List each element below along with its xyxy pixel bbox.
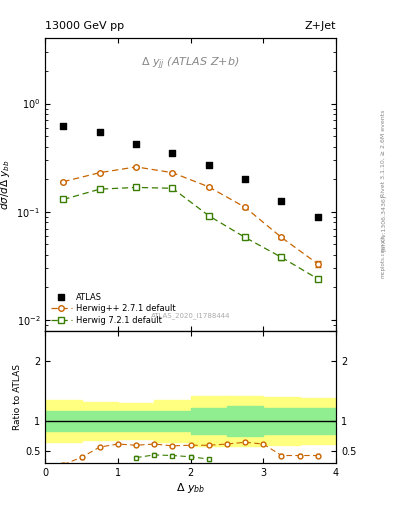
- Text: $\Delta$ y$_{jj}$ (ATLAS Z+b): $\Delta$ y$_{jj}$ (ATLAS Z+b): [141, 56, 240, 72]
- Point: [60, 122, 66, 130]
- Text: 13000 GeV pp: 13000 GeV pp: [45, 21, 124, 31]
- Point: [206, 161, 212, 169]
- Point: [242, 175, 248, 183]
- Text: ATLAS_2020_I1788444: ATLAS_2020_I1788444: [151, 312, 230, 319]
- Text: Rivet 3.1.10, ≥ 2.6M events: Rivet 3.1.10, ≥ 2.6M events: [381, 110, 386, 197]
- Point: [97, 127, 103, 136]
- Point: [133, 140, 139, 148]
- Text: Z+Jet: Z+Jet: [305, 21, 336, 31]
- Y-axis label: Ratio to ATLAS: Ratio to ATLAS: [13, 364, 22, 430]
- Text: mcplots.cern.ch: mcplots.cern.ch: [381, 234, 386, 278]
- Point: [315, 212, 321, 221]
- Legend: ATLAS, Herwig++ 2.7.1 default, Herwig 7.2.1 default: ATLAS, Herwig++ 2.7.1 default, Herwig 7.…: [50, 291, 177, 326]
- Point: [278, 197, 285, 205]
- X-axis label: $\Delta\ y_{bb}$: $\Delta\ y_{bb}$: [176, 481, 205, 495]
- Point: [169, 149, 176, 157]
- Y-axis label: $d\sigma/d\Delta\ y_{bb}$: $d\sigma/d\Delta\ y_{bb}$: [0, 159, 12, 210]
- Text: [arXiv:1306.3436]: [arXiv:1306.3436]: [381, 195, 386, 251]
